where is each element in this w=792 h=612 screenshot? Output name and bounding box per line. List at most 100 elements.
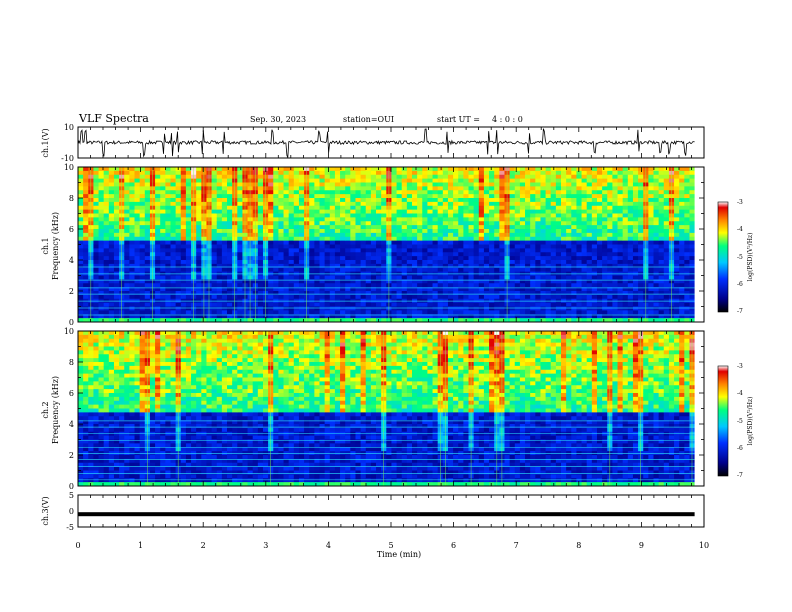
spectrogram-cell: [360, 310, 367, 315]
spectrogram-cell: [602, 201, 608, 207]
spectrogram-cell: [180, 302, 187, 307]
spectrogram-cell: [211, 318, 218, 323]
spectrogram-cell: [319, 190, 326, 195]
spectrogram-cell: [571, 190, 577, 195]
spectrogram-cell: [447, 267, 454, 273]
spectrogram-cell: [98, 236, 105, 242]
spectrogram-cell: [376, 279, 382, 284]
spectrogram-cell: [427, 229, 433, 234]
spectrogram-cell: [658, 244, 665, 249]
spectrogram-cell: [561, 302, 567, 307]
spectrogram-cell: [483, 194, 490, 199]
spectrogram-cell: [329, 318, 336, 323]
spectrogram-cell: [458, 186, 464, 191]
cb1-tick-m3: -3: [737, 199, 743, 206]
spectrogram-cell: [78, 439, 84, 444]
spectrogram-cell: [93, 373, 99, 378]
spectrogram-cell: [591, 182, 598, 187]
spectrogram-cell: [689, 275, 696, 280]
spectrogram-cell: [165, 267, 171, 273]
spectrogram-cell: [427, 236, 433, 242]
spectrogram-cell: [340, 302, 346, 307]
spectrogram-cell: [550, 174, 557, 180]
spectrogram-cell: [124, 314, 130, 319]
spectrogram-cell: [334, 186, 341, 191]
spectrogram-cell: [622, 287, 629, 292]
spectrogram-cell: [144, 291, 151, 296]
spectrogram-cell: [340, 267, 346, 273]
spectrogram-cell: [545, 229, 552, 234]
spectrogram-cell: [93, 225, 99, 230]
spectrogram-cell: [170, 294, 177, 300]
spectrogram-cell: [324, 252, 331, 257]
spectrogram-cell: [432, 306, 439, 311]
spectrogram-cell: [489, 198, 495, 203]
spectrogram-cell: [391, 252, 397, 257]
spectrogram-cell: [180, 256, 187, 261]
spectrogram-cell: [334, 240, 341, 245]
spectrogram-cell: [499, 194, 505, 199]
spectrogram-cell: [340, 217, 346, 222]
spectrogram-cell: [170, 260, 177, 265]
spectrogram-cell: [78, 354, 84, 359]
spectrogram-cell: [134, 306, 141, 311]
spectrogram-cell: [519, 244, 526, 249]
spectrogram-cell: [78, 431, 84, 437]
spectrogram-cell: [489, 240, 495, 245]
spectrogram-cell: [442, 225, 449, 230]
spectrogram-cell: [561, 174, 567, 180]
spectrogram-cell: [463, 221, 469, 226]
spectrogram-cell: [221, 209, 228, 214]
spectrogram-cell: [586, 198, 593, 203]
spectrogram-cell: [370, 182, 377, 187]
spectrogram-cell: [417, 306, 423, 311]
spectrogram-cell: [514, 260, 521, 265]
spectrogram-cell: [345, 256, 351, 261]
spectrogram-cell: [463, 194, 469, 199]
spectrogram-cell: [468, 267, 475, 273]
spectrogram-cell: [370, 267, 377, 273]
spectrogram-cell: [329, 186, 336, 191]
spectrogram-cell: [591, 302, 598, 307]
spectrogram-cell: [324, 314, 331, 319]
spectrogram-cell: [257, 287, 264, 292]
spectrogram-cell: [88, 396, 94, 402]
spectrogram-cell: [617, 198, 624, 203]
spectrogram-cell: [273, 244, 279, 249]
spectrogram-cell: [447, 170, 454, 176]
spectrogram-cell: [155, 205, 161, 211]
spectrogram-cell: [139, 267, 146, 273]
spectrogram-cell: [658, 232, 665, 238]
spectrogram-cell: [530, 186, 536, 191]
spectrogram-cell: [129, 306, 135, 311]
spectrogram-cell: [298, 178, 305, 183]
spectrogram-cell: [674, 217, 680, 222]
spectrogram-cell: [103, 248, 110, 253]
spectrogram-cell: [355, 240, 362, 245]
spectrogram-cell: [627, 267, 634, 273]
spectrogram-cell: [478, 174, 485, 180]
spectrogram-cell: [78, 435, 84, 440]
spectrogram-cell: [591, 225, 598, 230]
spectrogram-cell: [525, 232, 531, 238]
spectrogram-cell: [155, 221, 161, 226]
spectrogram-cell: [648, 252, 654, 257]
spectrogram-cell: [499, 240, 505, 245]
spectrogram-cell: [689, 182, 696, 187]
spectrogram-cell: [93, 400, 99, 406]
spectrogram-cell: [370, 178, 377, 183]
spectrogram-cell: [103, 279, 110, 284]
spectrogram-cell: [268, 217, 274, 222]
spectrogram-cell: [627, 170, 634, 176]
spectrogram-cell: [381, 275, 387, 280]
spectrogram-cell: [268, 190, 274, 195]
spectrogram-cell: [617, 205, 624, 211]
spectrogram-cell: [576, 236, 582, 242]
spectrogram-cell: [473, 178, 480, 183]
spectrogram-cell: [345, 287, 351, 292]
spectrogram-cell: [555, 244, 562, 249]
spectrogram-cell: [653, 232, 660, 238]
spectrogram-cell: [663, 306, 670, 311]
spectrogram-cell: [499, 302, 505, 307]
no-data-region: [694, 167, 704, 322]
